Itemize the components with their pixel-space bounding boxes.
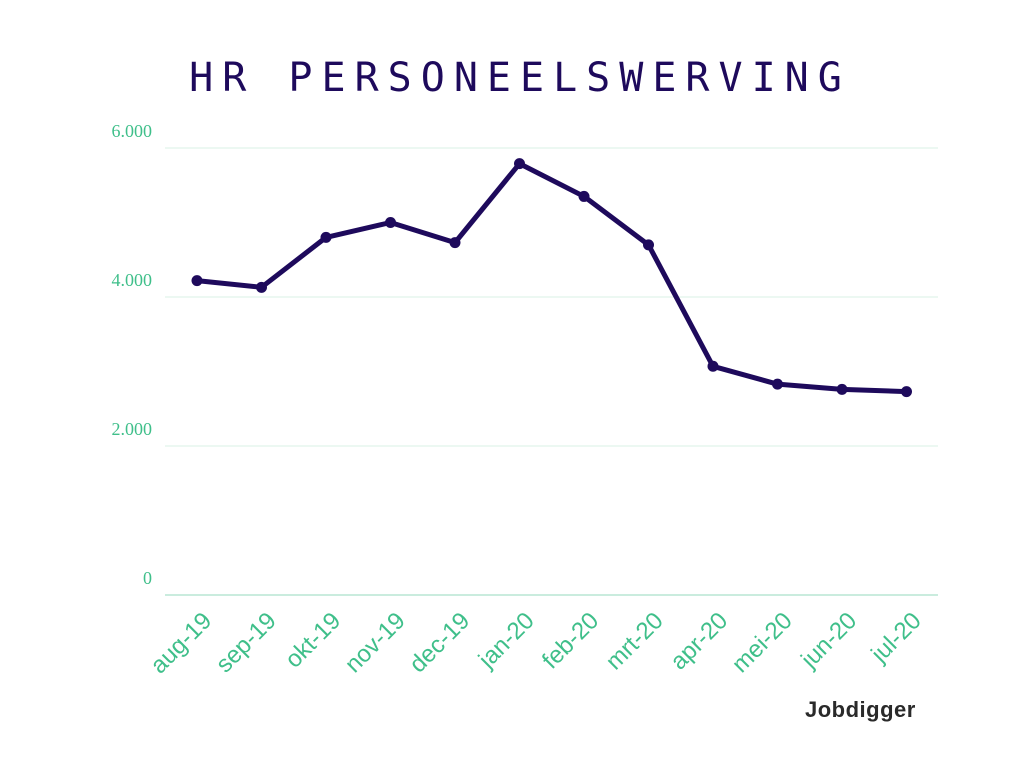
x-tick-label: mei-20 bbox=[727, 607, 798, 678]
x-tick-label: jan-20 bbox=[473, 607, 540, 674]
y-tick-label: 0 bbox=[143, 568, 152, 588]
y-tick-label: 6.000 bbox=[112, 121, 153, 141]
x-tick-label: okt-19 bbox=[280, 607, 346, 673]
x-tick-label: nov-19 bbox=[340, 607, 411, 678]
y-tick-label: 2.000 bbox=[112, 419, 153, 439]
chart-title: HR PERSONEELSWERVING bbox=[189, 55, 851, 101]
x-tick-label: feb-20 bbox=[537, 607, 604, 674]
series-line bbox=[194, 161, 909, 395]
data-point bbox=[901, 386, 912, 398]
x-tick-label: jun-20 bbox=[795, 607, 862, 674]
data-point bbox=[256, 281, 267, 293]
data-point bbox=[449, 237, 461, 249]
x-tick-label: aug-19 bbox=[145, 607, 217, 679]
data-point bbox=[320, 231, 332, 243]
x-tick-label: mrt-20 bbox=[601, 607, 669, 675]
data-point bbox=[836, 383, 848, 395]
data-point bbox=[191, 275, 203, 287]
x-tick-label: jul-20 bbox=[865, 607, 926, 668]
data-point bbox=[707, 360, 719, 372]
y-tick-label: 4.000 bbox=[112, 270, 153, 290]
data-point bbox=[578, 190, 590, 202]
data-point bbox=[385, 217, 396, 228]
x-tick-label: dec-19 bbox=[404, 607, 475, 678]
data-point bbox=[772, 378, 783, 390]
x-tick-label: apr-20 bbox=[665, 607, 733, 675]
x-tick-label: sep-19 bbox=[211, 607, 282, 678]
data-point bbox=[514, 158, 525, 170]
jobdigger-logo: Jobdigger bbox=[805, 697, 916, 722]
data-point bbox=[643, 239, 654, 251]
